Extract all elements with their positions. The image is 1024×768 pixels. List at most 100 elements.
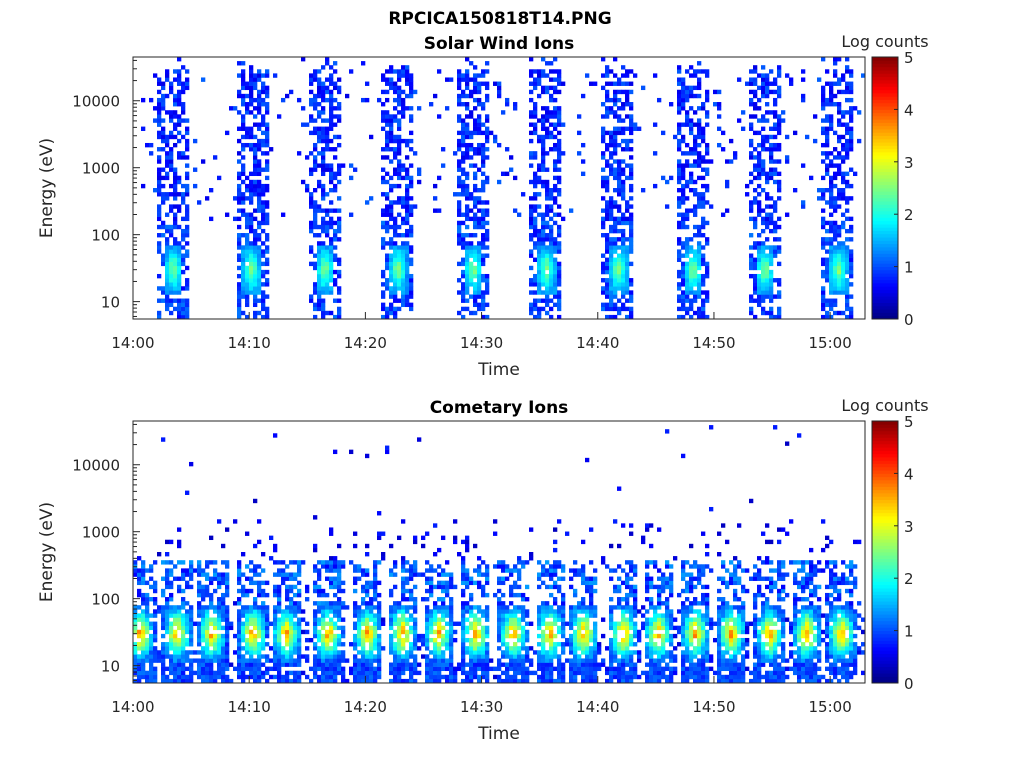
spectrogram-cell [385, 118, 390, 123]
spectrogram-cell [465, 102, 470, 107]
spectrogram-cell [405, 204, 410, 209]
spectrogram-cell [249, 269, 254, 275]
spectrogram-cell [549, 282, 554, 287]
spectrogram-cell [173, 134, 178, 140]
spectrogram-cell [265, 278, 270, 283]
spectrogram-cell [325, 118, 330, 123]
spectrogram-cell [473, 625, 478, 631]
spectrogram-cell [161, 138, 166, 144]
spectrogram-cell [213, 572, 218, 577]
spectrogram-cell [485, 245, 490, 250]
spectrogram-cell [241, 592, 246, 598]
colorbar-segment [872, 145, 898, 150]
spectrogram-cell [161, 126, 166, 131]
spectrogram-cell [617, 269, 622, 275]
spectrogram-cell [433, 208, 438, 213]
spectrogram-cell [133, 572, 138, 577]
spectrogram-cell [553, 249, 558, 254]
spectrogram-cell [257, 208, 262, 213]
spectrogram-cell [169, 85, 174, 91]
spectrogram-cell [385, 208, 390, 213]
spectrogram-cell [245, 286, 250, 291]
spectrogram-cell [621, 245, 626, 250]
spectrogram-cell [245, 106, 250, 111]
spectrogram-cell [601, 208, 606, 213]
spectrogram-cell [201, 588, 206, 594]
spectrogram-cell [653, 122, 658, 127]
spectrogram-cell [217, 650, 222, 655]
spectrogram-cell [613, 216, 618, 222]
spectrogram-cell [201, 568, 206, 573]
spectrogram-cell [693, 204, 698, 209]
spectrogram-cell [249, 69, 254, 74]
spectrogram-cell [405, 196, 410, 201]
spectrogram-cell [757, 265, 762, 271]
spectrogram-cell [557, 224, 562, 230]
spectrogram-cell [549, 93, 554, 99]
spectrogram-cell [393, 278, 398, 283]
spectrogram-cell [829, 265, 834, 271]
spectrogram-cell [189, 613, 194, 618]
spectrogram-cell [529, 122, 534, 127]
spectrogram-cell [313, 568, 318, 573]
spectrogram-cell [165, 642, 170, 647]
spectrogram-cell [409, 130, 414, 136]
spectrogram-cell [397, 269, 402, 275]
spectrogram-cell [237, 200, 242, 205]
spectrogram-cell [385, 110, 390, 115]
spectrogram-cell [361, 637, 366, 643]
spectrogram-cell [541, 237, 546, 242]
spectrogram-cell [425, 629, 430, 635]
spectrogram-cell [473, 233, 478, 238]
spectrogram-cell [405, 580, 410, 586]
spectrogram-cell [201, 597, 206, 602]
spectrogram-cell [477, 85, 482, 91]
spectrogram-cell [265, 625, 270, 631]
spectrogram-cell [605, 142, 610, 148]
spectrogram-cell [177, 269, 182, 275]
spectrogram-cell [621, 73, 626, 78]
spectrogram-cell [481, 106, 486, 111]
spectrogram-cell [257, 564, 262, 569]
spectrogram-cell [761, 241, 766, 246]
spectrogram-cell [677, 126, 682, 131]
spectrogram-cell [549, 228, 554, 234]
spectrogram-cell [393, 253, 398, 258]
spectrogram-cell [329, 265, 334, 271]
spectrogram-cell [169, 224, 174, 230]
spectrogram-cell [277, 572, 282, 577]
spectrogram-cell [253, 286, 258, 291]
spectrogram-cell [409, 233, 414, 238]
spectrogram-cell [169, 658, 174, 663]
spectrogram-cell [625, 102, 630, 107]
spectrogram-cell [329, 163, 334, 168]
spectrogram-cell [249, 130, 254, 136]
spectrogram-cell [289, 670, 294, 676]
spectrogram-cell [329, 560, 334, 565]
spectrogram-cell [301, 609, 306, 614]
spectrogram-cell [685, 142, 690, 148]
spectrogram-cell [141, 609, 146, 614]
spectrogram-cell [845, 138, 850, 144]
spectrogram-cell [341, 650, 346, 655]
spectrogram-cell [845, 69, 850, 74]
spectrogram-cell [137, 580, 142, 586]
spectrogram-cell [401, 592, 406, 598]
spectrogram-cell [529, 163, 534, 168]
spectrogram-cell [473, 298, 478, 303]
spectrogram-cell [753, 261, 758, 267]
spectrogram-cell [845, 261, 850, 267]
spectrogram-cell [245, 265, 250, 271]
spectrogram-cell [405, 658, 410, 663]
spectrogram-cell [329, 81, 334, 86]
spectrogram-cell [325, 650, 330, 655]
spectrogram-cell [449, 617, 454, 622]
spectrogram-cell [357, 621, 362, 626]
spectrogram-cell [369, 597, 374, 602]
spectrogram-cell [761, 81, 766, 86]
spectrogram-cell [265, 130, 270, 136]
spectrogram-cell [297, 650, 302, 655]
spectrogram-cell [621, 81, 626, 86]
spectrogram-cell [529, 237, 534, 242]
spectrogram-cell [805, 134, 810, 140]
